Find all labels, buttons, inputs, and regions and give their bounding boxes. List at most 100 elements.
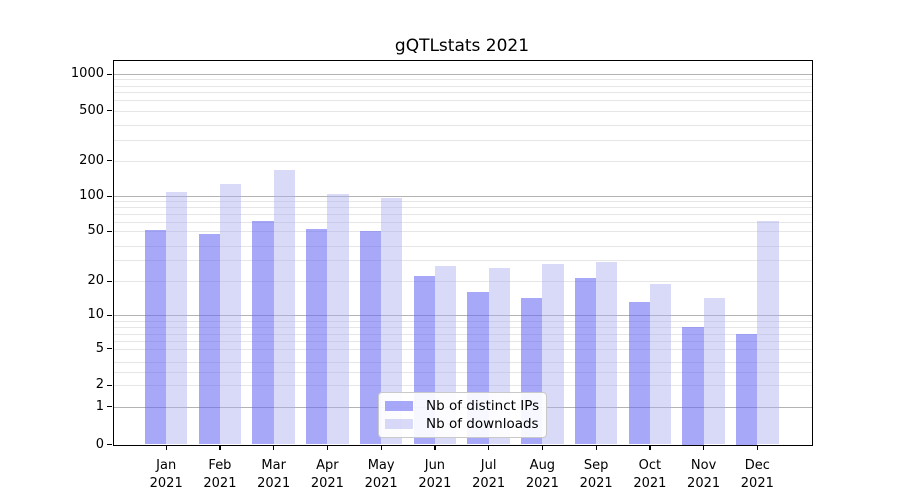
y-tick-100 — [107, 195, 112, 197]
y-gridline-400 — [113, 124, 812, 126]
bar-ips-apr — [306, 229, 328, 445]
x-tick-label-nov: Nov 2021 — [672, 457, 736, 493]
y-gridline-60 — [113, 221, 812, 223]
y-gridline-900 — [113, 79, 812, 81]
y-gridline-40 — [113, 245, 812, 247]
y-tick-label-200: 200 — [79, 152, 104, 168]
y-gridline-30 — [113, 260, 812, 262]
y-gridline-3 — [113, 372, 812, 373]
y-gridline-300 — [113, 139, 812, 141]
x-tick-label-apr: Apr 2021 — [295, 457, 359, 493]
y-tick-10 — [107, 314, 112, 316]
bar-ips-oct — [628, 302, 650, 445]
y-tick-50 — [107, 230, 112, 232]
bar-ips-mar — [252, 220, 274, 445]
y-gridline-4 — [113, 362, 812, 363]
x-tick-month: Oct — [638, 458, 662, 473]
bar-downloads-mar — [273, 170, 295, 445]
y-gridline-2 — [113, 385, 812, 386]
y-gridline-500 — [113, 110, 812, 112]
y-gridline-700 — [113, 92, 812, 94]
bar-ips-sep — [574, 278, 597, 445]
legend-item-distinct-ips: Nb of distinct IPs — [385, 397, 540, 414]
y-tick-2 — [107, 384, 112, 386]
y-gridline-800 — [113, 85, 812, 87]
y-tick-label-5: 5 — [95, 340, 104, 356]
x-tick-month: Aug — [529, 458, 556, 473]
x-tick-month: Jan — [156, 458, 177, 473]
legend-label-distinct-ips: Nb of distinct IPs — [426, 397, 540, 414]
x-tick-year: 2021 — [687, 476, 721, 491]
x-tick-year: 2021 — [203, 476, 237, 491]
x-tick-label-jan: Jan 2021 — [134, 457, 198, 493]
x-tick-label-dec: Dec 2021 — [725, 457, 789, 493]
x-tick-year: 2021 — [472, 476, 506, 491]
y-gridline-90 — [113, 201, 812, 203]
y-gridline-10 — [113, 315, 812, 316]
y-tick-label-0: 0 — [95, 436, 104, 452]
x-tick-dec — [756, 445, 759, 450]
x-tick-jul — [488, 445, 490, 450]
y-tick-label-1: 1 — [95, 398, 104, 414]
bar-ips-feb — [198, 233, 220, 445]
y-tick-label-1000: 1000 — [70, 66, 104, 81]
y-gridline-9 — [113, 320, 812, 322]
bar-ips-dec — [736, 333, 758, 445]
x-tick-month: Feb — [208, 458, 232, 473]
bar-ips-jan — [144, 230, 167, 445]
y-gridline-5 — [113, 348, 812, 350]
x-tick-label-aug: Aug 2021 — [510, 457, 574, 493]
bar-downloads-may — [381, 197, 403, 445]
y-tick-5 — [107, 348, 112, 350]
y-gridline-20 — [113, 281, 812, 282]
x-tick-nov — [703, 445, 705, 450]
y-tick-500 — [107, 110, 112, 112]
x-tick-may — [380, 445, 382, 450]
x-tick-month: Mar — [261, 458, 286, 473]
y-gridline-7 — [113, 333, 812, 335]
x-tick-label-jul: Jul 2021 — [457, 457, 521, 493]
y-gridline-8 — [113, 326, 812, 328]
x-tick-feb — [219, 445, 221, 450]
x-tick-mar — [273, 445, 275, 450]
bar-downloads-feb — [219, 184, 242, 445]
bar-downloads-jan — [166, 192, 188, 445]
chart-title: gQTLstats 2021 — [394, 36, 530, 56]
x-tick-sep — [595, 445, 597, 450]
legend-swatch-distinct-ips — [385, 400, 413, 411]
legend-item-downloads: Nb of downloads — [385, 416, 539, 433]
x-tick-label-may: May 2021 — [349, 457, 413, 493]
x-tick-month: Apr — [316, 458, 339, 473]
x-tick-label-mar: Mar 2021 — [242, 457, 306, 493]
y-gridline-1000 — [113, 74, 812, 75]
y-gridline-50 — [113, 231, 812, 233]
bar-ips-nov — [682, 326, 704, 445]
y-tick-label-500: 500 — [79, 102, 104, 118]
x-tick-year: 2021 — [633, 476, 667, 491]
x-tick-year: 2021 — [418, 476, 452, 491]
y-gridline-70 — [113, 213, 812, 215]
x-tick-aug — [541, 445, 544, 450]
y-tick-1 — [107, 406, 112, 408]
x-tick-year: 2021 — [740, 476, 774, 491]
y-gridline-6 — [113, 341, 812, 342]
x-tick-month: Sep — [583, 458, 609, 473]
x-tick-month: Dec — [744, 458, 770, 473]
x-tick-label-oct: Oct 2021 — [618, 457, 682, 493]
y-gridline-100 — [113, 196, 812, 197]
bar-ips-may — [359, 231, 382, 445]
legend: Nb of distinct IPs Nb of downloads — [378, 392, 547, 438]
x-tick-year: 2021 — [257, 476, 291, 491]
x-tick-label-sep: Sep 2021 — [564, 457, 628, 493]
y-gridline-600 — [113, 100, 812, 102]
y-tick-20 — [107, 280, 112, 282]
bar-downloads-oct — [649, 283, 672, 445]
y-tick-label-2: 2 — [95, 377, 104, 392]
y-tick-label-20: 20 — [87, 273, 104, 288]
x-tick-month: Nov — [690, 458, 717, 473]
x-tick-month: Jun — [424, 458, 446, 473]
y-tick-1000 — [107, 73, 112, 75]
plot-area — [112, 59, 813, 446]
legend-label-downloads: Nb of downloads — [426, 416, 539, 433]
